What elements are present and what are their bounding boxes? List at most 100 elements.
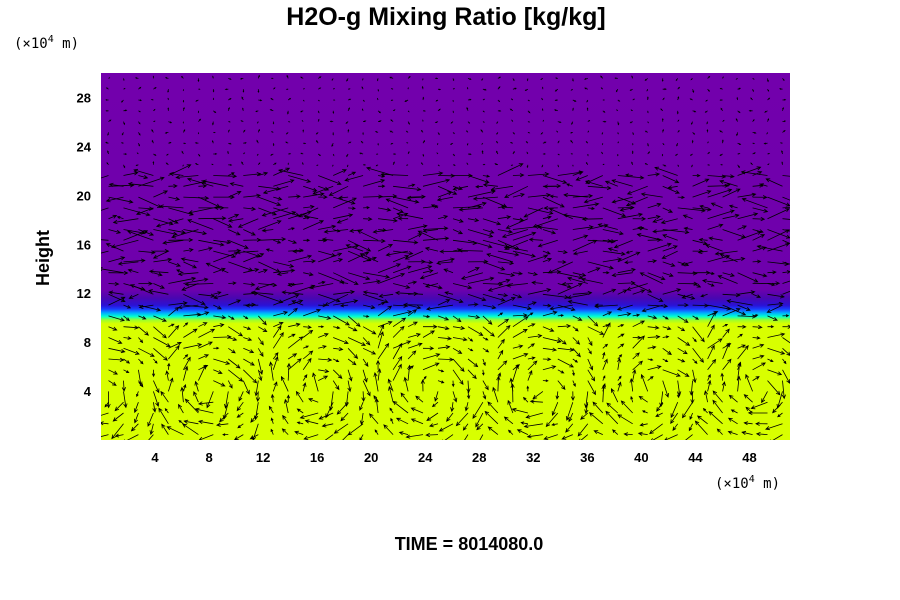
velocity-arrow xyxy=(302,382,307,392)
velocity-arrow xyxy=(766,78,769,83)
velocity-arrow xyxy=(361,108,364,111)
velocity-arrow xyxy=(377,301,386,306)
velocity-arrow xyxy=(121,132,124,136)
velocity-arrow xyxy=(722,304,747,316)
velocity-arrow xyxy=(707,324,715,338)
velocity-arrow xyxy=(331,78,334,81)
velocity-arrow xyxy=(410,407,424,414)
velocity-arrow xyxy=(581,217,603,222)
velocity-arrow xyxy=(467,302,479,307)
velocity-arrow xyxy=(487,401,499,414)
velocity-arrow xyxy=(238,391,244,402)
velocity-arrow xyxy=(123,109,128,112)
velocity-arrow xyxy=(647,334,661,339)
velocity-arrow xyxy=(779,88,783,90)
velocity-arrow xyxy=(625,173,633,177)
velocity-arrow xyxy=(325,402,334,419)
velocity-arrow xyxy=(662,347,672,356)
velocity-arrow xyxy=(138,86,142,90)
velocity-arrow xyxy=(183,322,189,327)
velocity-arrow xyxy=(332,110,335,115)
velocity-arrow xyxy=(120,142,124,144)
velocity-arrow xyxy=(587,153,589,157)
velocity-arrow xyxy=(452,153,456,157)
velocity-arrow xyxy=(363,272,391,279)
velocity-arrow xyxy=(317,118,320,122)
velocity-arrow xyxy=(153,337,171,347)
velocity-arrow xyxy=(752,336,761,340)
velocity-arrow xyxy=(183,354,189,360)
velocity-arrow xyxy=(183,277,209,284)
velocity-arrow xyxy=(782,78,785,82)
velocity-arrow xyxy=(541,108,544,111)
velocity-arrow xyxy=(602,351,606,360)
velocity-arrow xyxy=(690,78,693,81)
x-tick-label: 48 xyxy=(742,450,756,465)
velocity-arrow xyxy=(148,289,169,295)
velocity-arrow xyxy=(647,143,649,147)
velocity-arrow xyxy=(452,283,473,290)
velocity-arrow xyxy=(779,142,783,144)
velocity-arrow xyxy=(387,378,394,392)
x-tick-label: 12 xyxy=(256,450,270,465)
velocity-arrow xyxy=(243,142,247,144)
velocity-arrow xyxy=(108,315,125,322)
velocity-arrow xyxy=(363,216,373,222)
velocity-arrow xyxy=(303,308,322,317)
velocity-arrow xyxy=(613,239,633,249)
velocity-arrow xyxy=(168,323,175,328)
velocity-arrow xyxy=(735,78,738,80)
velocity-arrow xyxy=(101,421,109,426)
velocity-arrow xyxy=(458,207,483,212)
velocity-arrow xyxy=(482,110,485,113)
velocity-arrow xyxy=(198,118,202,122)
velocity-arrow xyxy=(722,342,730,360)
velocity-arrow xyxy=(661,78,664,82)
velocity-arrow xyxy=(497,338,505,349)
velocity-arrow xyxy=(631,161,634,165)
velocity-arrow xyxy=(111,423,124,440)
velocity-arrow xyxy=(722,272,735,277)
velocity-arrow xyxy=(542,215,552,220)
velocity-arrow xyxy=(389,76,394,79)
velocity-arrow xyxy=(392,317,407,328)
velocity-arrow xyxy=(346,78,349,82)
velocity-arrow xyxy=(198,216,227,221)
velocity-arrow xyxy=(677,358,686,363)
velocity-arrow xyxy=(101,175,109,179)
velocity-arrow xyxy=(362,78,364,81)
velocity-arrow xyxy=(160,390,169,403)
velocity-arrow xyxy=(407,350,417,360)
velocity-arrow xyxy=(487,426,499,435)
velocity-arrow xyxy=(707,311,716,327)
velocity-arrow xyxy=(183,261,198,269)
velocity-arrow xyxy=(587,120,591,122)
velocity-arrow xyxy=(647,315,658,320)
velocity-arrow xyxy=(527,369,533,381)
velocity-arrow xyxy=(554,99,558,101)
velocity-arrow xyxy=(442,434,454,440)
velocity-arrow xyxy=(286,394,291,403)
velocity-arrow xyxy=(692,348,704,363)
velocity-arrow xyxy=(557,249,568,255)
velocity-arrow xyxy=(333,244,360,252)
velocity-arrow xyxy=(719,87,723,90)
velocity-arrow xyxy=(374,429,379,435)
velocity-arrow xyxy=(737,324,747,329)
velocity-arrow xyxy=(767,163,770,166)
velocity-arrow xyxy=(737,142,742,145)
velocity-arrow xyxy=(437,293,464,304)
velocity-arrow xyxy=(752,293,762,298)
velocity-arrow xyxy=(392,109,396,112)
velocity-arrow xyxy=(420,129,424,133)
velocity-arrow xyxy=(168,345,180,360)
velocity-arrow xyxy=(430,204,439,209)
velocity-arrow xyxy=(692,283,702,288)
velocity-arrow xyxy=(615,88,619,93)
velocity-arrow xyxy=(566,293,588,300)
velocity-arrow xyxy=(153,391,160,407)
velocity-arrow xyxy=(303,272,314,277)
velocity-arrow xyxy=(767,315,778,321)
velocity-arrow xyxy=(707,344,715,360)
velocity-arrow xyxy=(135,207,154,215)
